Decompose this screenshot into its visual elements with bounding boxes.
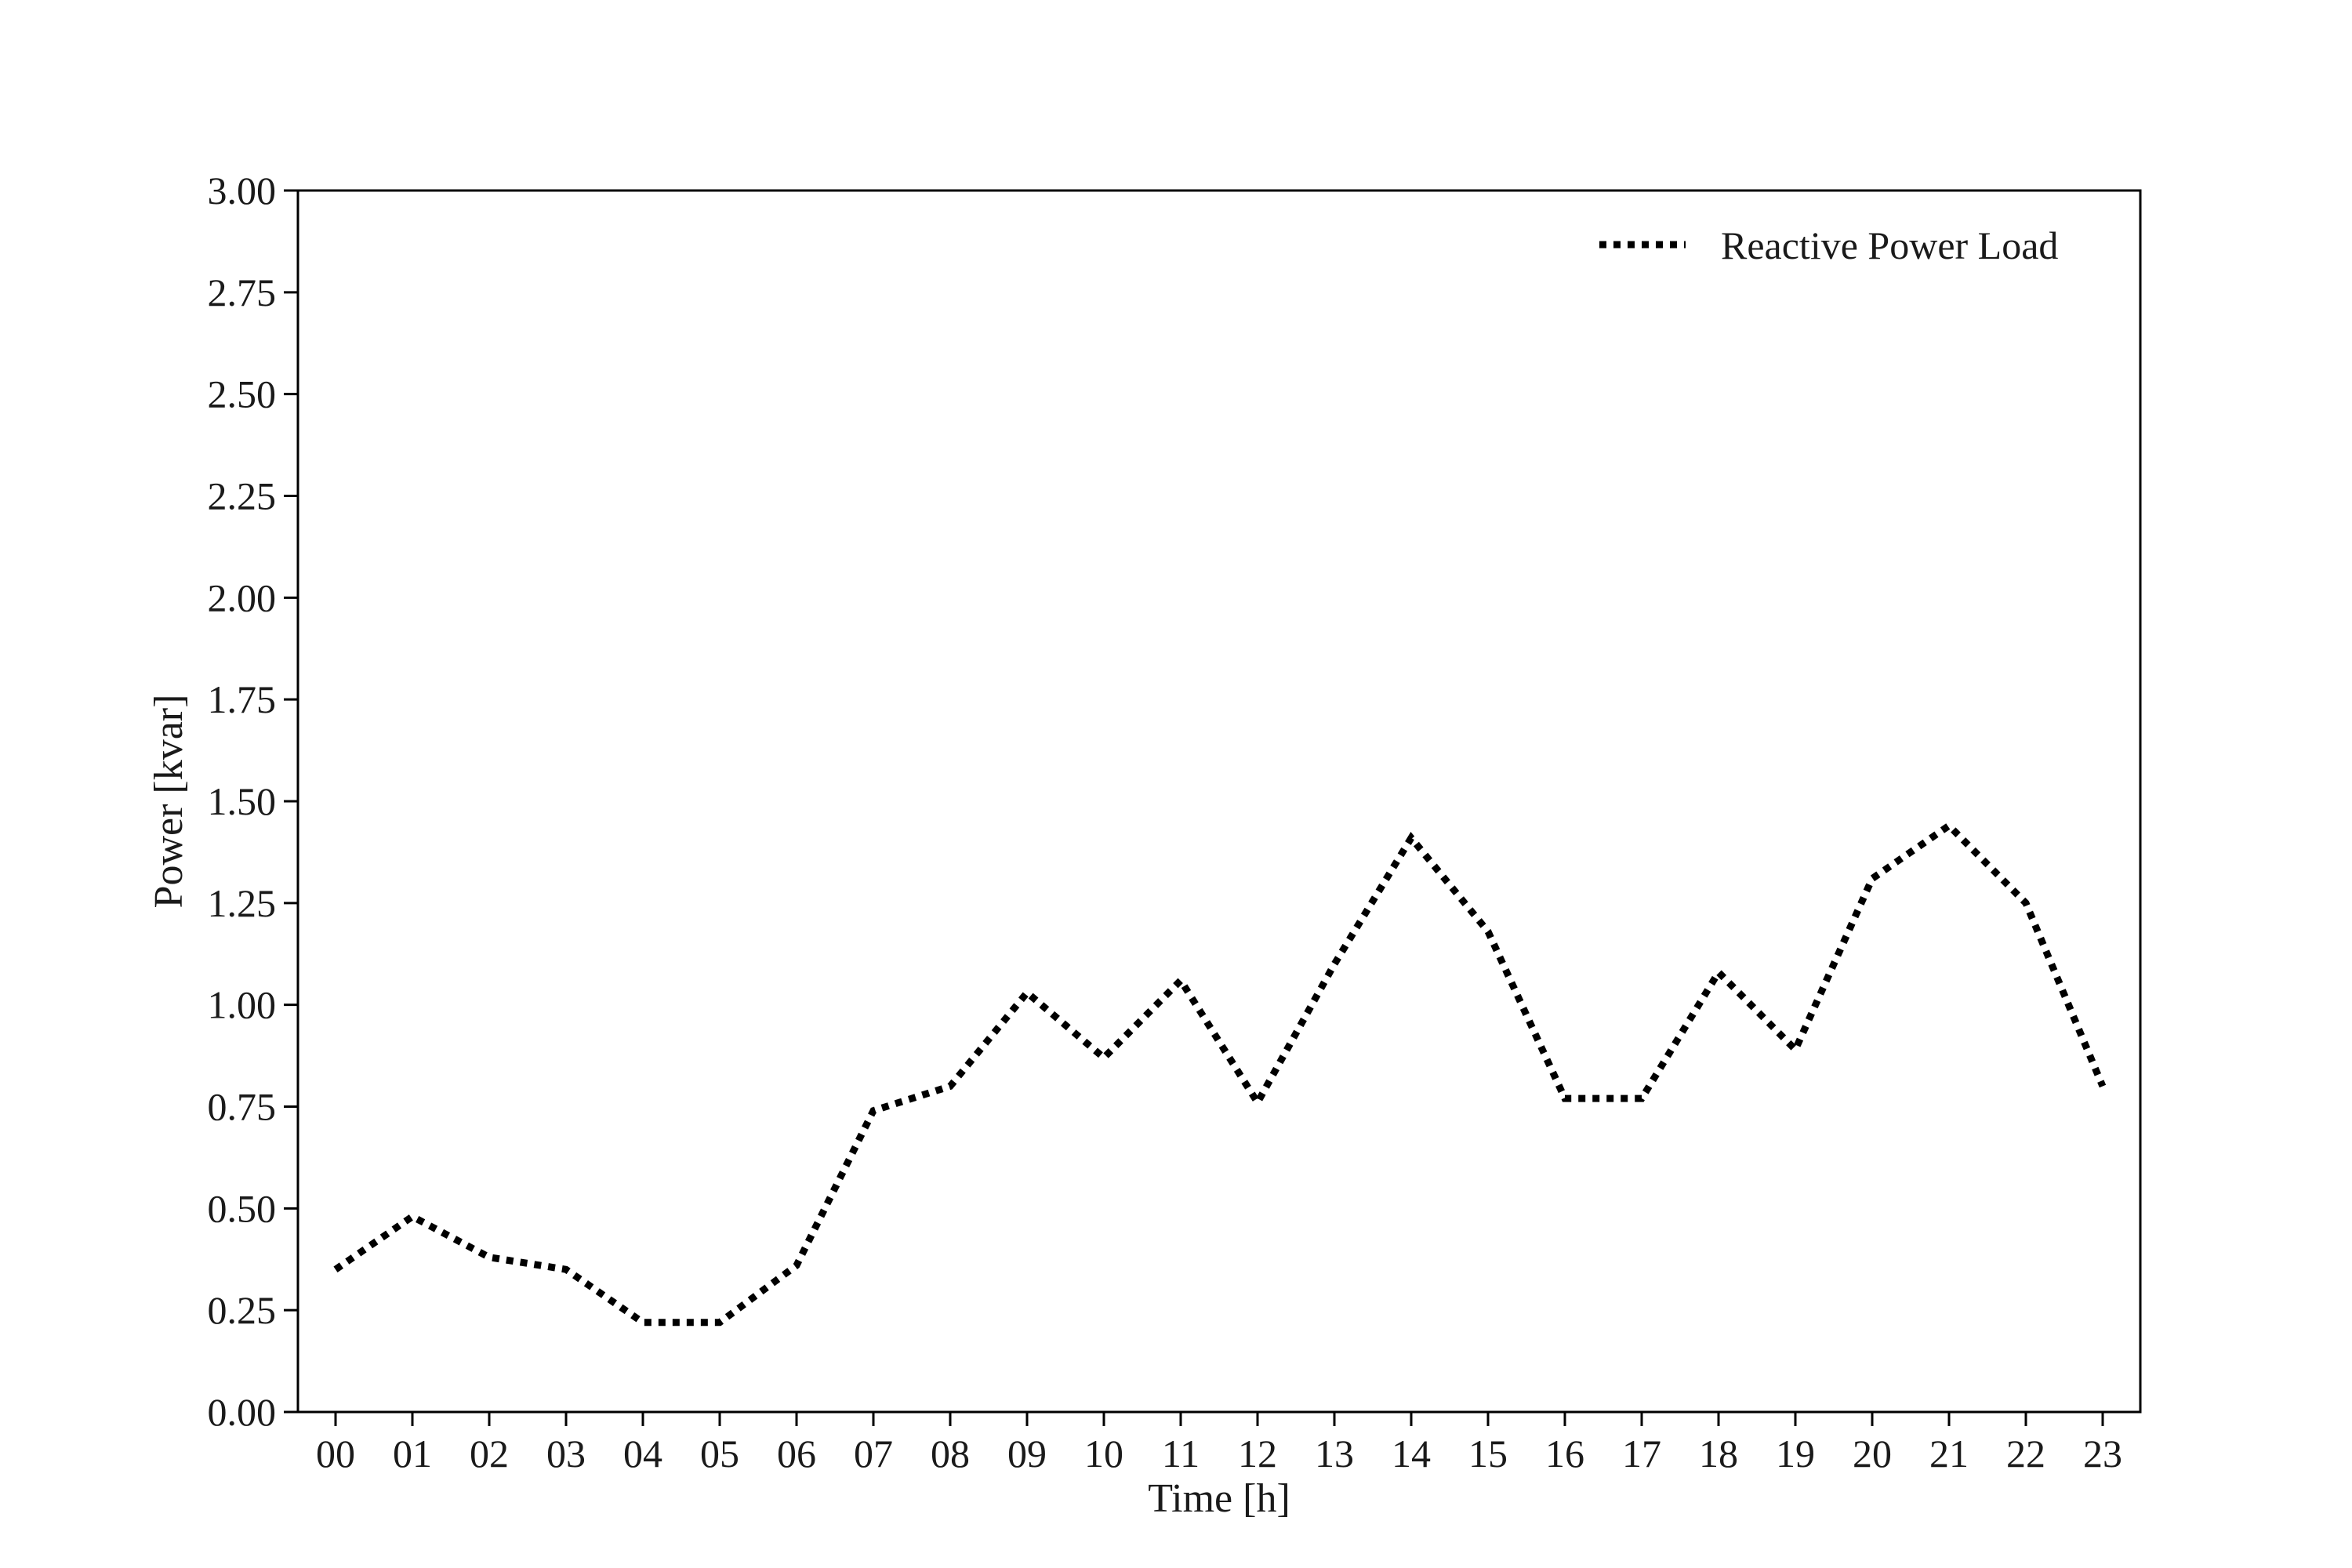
y-tick-label: 1.00 — [208, 983, 277, 1027]
y-tick-label: 1.50 — [208, 779, 277, 823]
x-tick-label: 04 — [623, 1432, 662, 1475]
x-tick-label: 01 — [393, 1432, 432, 1475]
x-tick-label: 10 — [1084, 1432, 1123, 1475]
legend: Reactive Power Load — [1599, 223, 2058, 267]
x-axis-label: Time [h] — [1148, 1476, 1290, 1521]
y-tick-label: 2.50 — [208, 372, 277, 416]
x-tick-label: 16 — [1545, 1432, 1584, 1475]
x-tick-label: 17 — [1622, 1432, 1661, 1475]
x-tick-label: 06 — [777, 1432, 816, 1475]
x-tick-label: 12 — [1238, 1432, 1277, 1475]
plot-frame — [296, 189, 2142, 1414]
x-tick-label: 03 — [546, 1432, 586, 1475]
x-tick-label: 05 — [700, 1432, 739, 1475]
x-tick-label: 23 — [2083, 1432, 2122, 1475]
x-axis-ticks: 00 01 02 03 04 05 06 07 08 09 10 11 12 13 14 15 16 17 18 19… — [316, 1412, 2122, 1475]
y-tick-label: 2.75 — [208, 270, 277, 314]
x-tick-label: 21 — [1929, 1432, 1969, 1475]
y-tick-label: 2.25 — [208, 474, 277, 518]
x-tick-label: 07 — [854, 1432, 893, 1475]
y-tick-label: 1.75 — [208, 677, 277, 721]
x-tick-label: 09 — [1007, 1432, 1047, 1475]
y-tick-label: 3.00 — [208, 169, 277, 212]
y-tick-label: 0.75 — [208, 1085, 277, 1129]
x-tick-label: 22 — [2006, 1432, 2045, 1475]
x-tick-label: 08 — [931, 1432, 970, 1475]
y-tick-label: 2.00 — [208, 575, 277, 619]
x-tick-label: 20 — [1853, 1432, 1892, 1475]
x-tick-label: 19 — [1776, 1432, 1815, 1475]
legend-label: Reactive Power Load — [1721, 223, 2058, 267]
x-tick-label: 14 — [1392, 1432, 1431, 1475]
y-axis-ticks: 0.00 0.25 0.50 0.75 1.00 1.25 1.50 1.75 2.00 2.25… — [208, 169, 298, 1434]
y-tick-label: 0.25 — [208, 1288, 277, 1332]
y-tick-label: 0.50 — [208, 1186, 277, 1230]
x-tick-label: 11 — [1162, 1432, 1200, 1475]
y-tick-label: 0.00 — [208, 1390, 277, 1434]
x-tick-label: 00 — [316, 1432, 355, 1475]
x-tick-label: 18 — [1699, 1432, 1738, 1475]
x-tick-label: 15 — [1468, 1432, 1508, 1475]
x-tick-label: 02 — [470, 1432, 509, 1475]
x-tick-label: 13 — [1315, 1432, 1354, 1475]
y-axis-label: Power [kvar] — [147, 695, 191, 909]
y-tick-label: 1.25 — [208, 881, 277, 925]
